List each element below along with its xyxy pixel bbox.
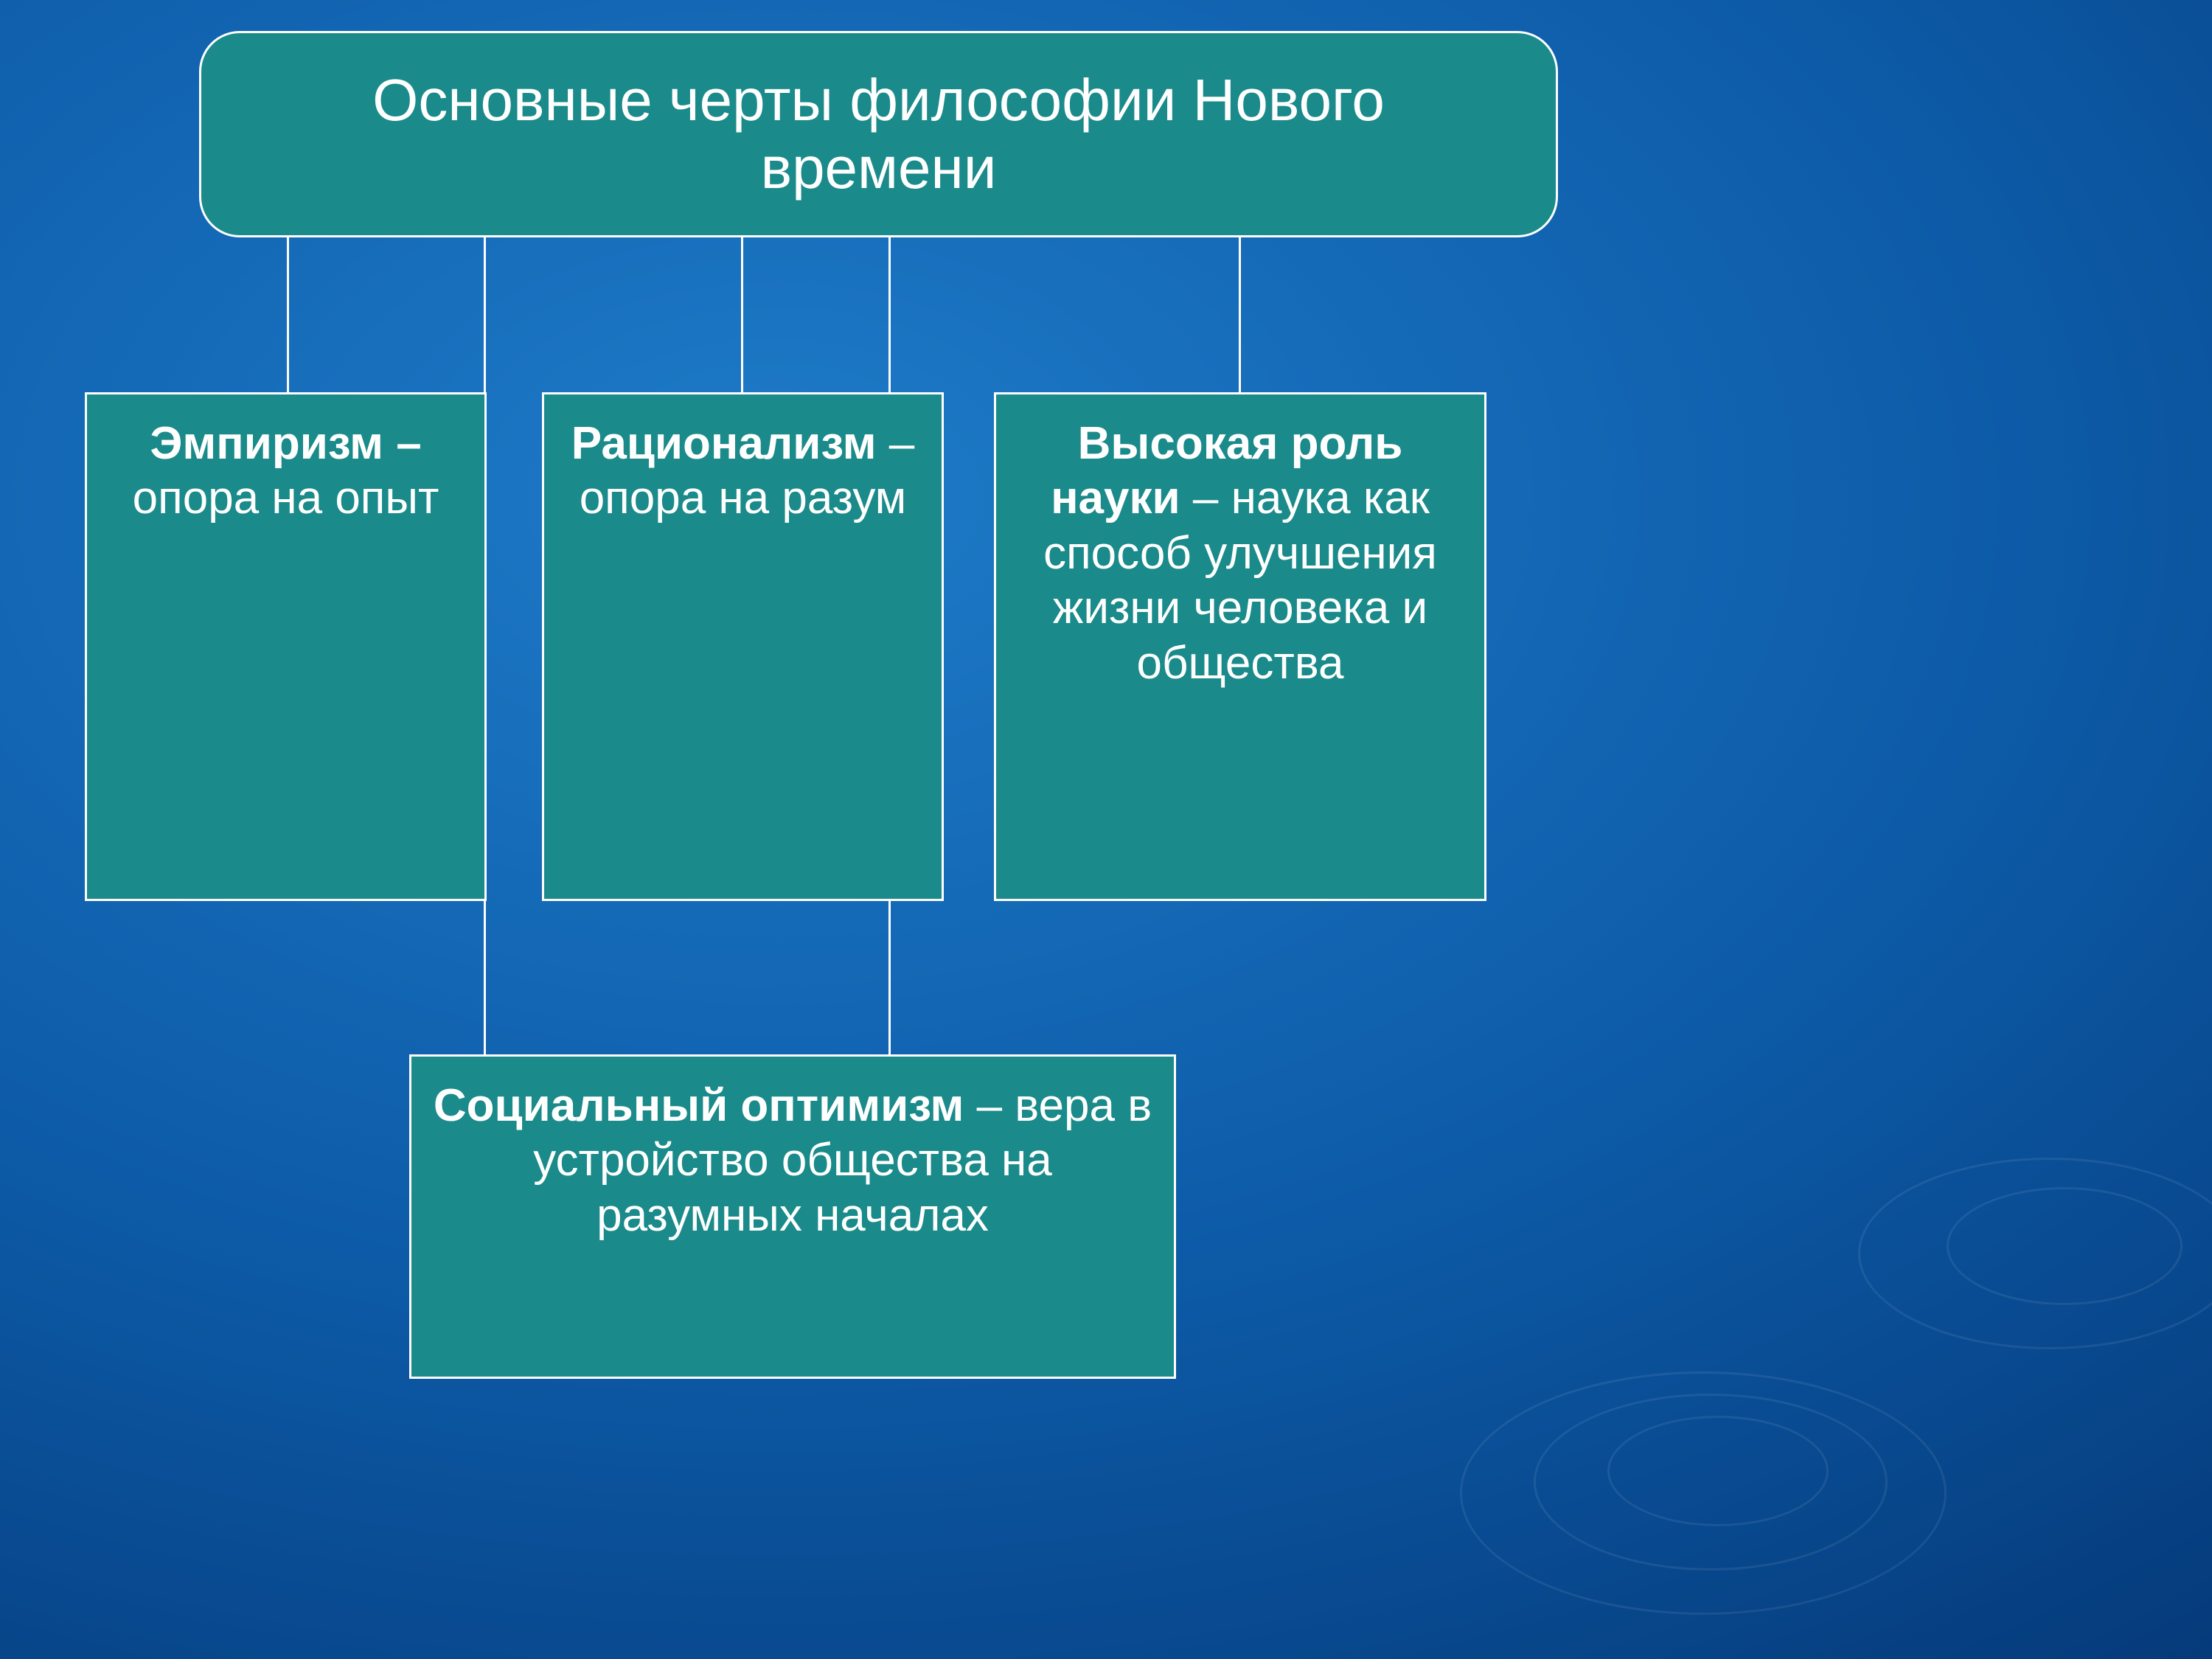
node-text: Эмпиризм – опора на опыт bbox=[133, 417, 439, 526]
node-text: Социальный оптимизм – вера в устройство … bbox=[426, 1079, 1159, 1243]
decorative-ripple bbox=[1534, 1394, 1888, 1571]
decorative-ripple bbox=[1947, 1187, 2183, 1305]
node-text: Высокая роль науки – наука как способ ул… bbox=[1011, 417, 1470, 691]
connector bbox=[287, 237, 289, 392]
title-line2: времени bbox=[761, 135, 997, 201]
decorative-ripple bbox=[1858, 1158, 2212, 1349]
node-sep: – bbox=[1180, 473, 1231, 524]
title-box: Основные черты философии Нового времени bbox=[199, 31, 1558, 237]
node-bold: Социальный оптимизм bbox=[434, 1080, 964, 1131]
node-sep: – bbox=[876, 418, 914, 469]
title-line1: Основные черты философии Нового bbox=[372, 67, 1385, 133]
title-text: Основные черты философии Нового времени bbox=[372, 66, 1385, 202]
slide: Основные черты философии Нового времени … bbox=[0, 0, 2212, 1659]
node-rest: опора на опыт bbox=[133, 473, 439, 524]
node-bold: Рационализм bbox=[571, 418, 877, 469]
connector bbox=[741, 237, 743, 392]
node-sep: – bbox=[964, 1080, 1015, 1131]
node-empiricism: Эмпиризм – опора на опыт bbox=[85, 392, 487, 901]
node-rationalism: Рационализм – опора на разум bbox=[542, 392, 944, 901]
decorative-ripple bbox=[1607, 1416, 1829, 1526]
node-rest: опора на разум bbox=[580, 473, 907, 524]
node-bold: Эмпиризм – bbox=[150, 418, 421, 469]
decorative-ripple bbox=[1460, 1371, 1947, 1615]
node-science: Высокая роль науки – наука как способ ул… bbox=[994, 392, 1486, 901]
connector bbox=[1239, 237, 1241, 392]
node-optimism: Социальный оптимизм – вера в устройство … bbox=[409, 1054, 1176, 1379]
node-text: Рационализм – опора на разум bbox=[559, 417, 927, 526]
